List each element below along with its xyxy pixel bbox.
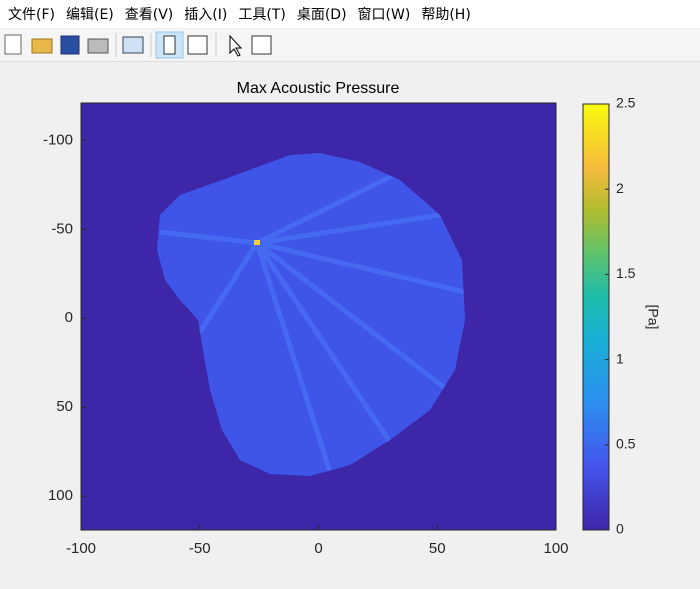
print-button[interactable] xyxy=(87,38,109,54)
menu-item[interactable]: 文件(F) xyxy=(8,7,55,23)
colorbar-tick-label: 0 xyxy=(616,521,624,537)
menu-item[interactable]: 查看(V) xyxy=(124,7,174,23)
toolbar xyxy=(0,29,700,62)
x-tick-label: 100 xyxy=(543,540,568,557)
pressure-field xyxy=(157,153,465,476)
y-tick-label: 0 xyxy=(65,309,73,326)
chart-title: Max Acoustic Pressure xyxy=(237,80,400,97)
menu-item[interactable]: 编辑(E) xyxy=(65,7,114,23)
colorbar xyxy=(582,103,610,531)
y-tick-label: 50 xyxy=(56,398,73,415)
menu-item[interactable]: 插入(I) xyxy=(184,7,228,23)
legend-button[interactable] xyxy=(187,35,208,55)
colorbar-tick-label: 1 xyxy=(616,350,624,366)
colorbar-tick-label: 0.5 xyxy=(616,436,636,452)
menu-bar: 文件(F) 编辑(E) 查看(V) 插入(I) 工具(T) 桌面(D) 窗口(W) 帮助(H) xyxy=(0,0,700,28)
save-button[interactable] xyxy=(60,35,80,55)
chart: Max Acoustic Pressure [Pa] -100 -50 0 50 100… xyxy=(43,80,661,557)
x-tick-label: 50 xyxy=(429,540,446,557)
edit-button[interactable] xyxy=(229,34,243,57)
colorbar-tick-label: 2.5 xyxy=(616,95,636,111)
menu-item[interactable]: 工具(T) xyxy=(238,7,286,23)
menu-item[interactable]: 桌面(D) xyxy=(296,7,347,23)
x-tick-label: -100 xyxy=(66,540,96,557)
colorbar-label: [Pa] xyxy=(645,305,661,330)
x-tick-label: -50 xyxy=(189,540,211,557)
colorbar-tick-label: 2 xyxy=(616,180,624,196)
menu-item[interactable]: 窗口(W) xyxy=(357,7,411,23)
y-tick-label: 100 xyxy=(48,487,73,504)
menu-item[interactable]: 帮助(H) xyxy=(421,7,471,23)
new-button[interactable] xyxy=(4,34,22,55)
property-button[interactable] xyxy=(251,35,272,55)
hot-spot xyxy=(254,240,260,245)
y-tick-label: -100 xyxy=(43,131,73,148)
colorbar-tick-label: 1.5 xyxy=(616,265,636,281)
link-button[interactable] xyxy=(122,36,144,54)
open-button[interactable] xyxy=(31,38,53,54)
field-streaks xyxy=(159,169,465,473)
y-tick-label: -50 xyxy=(51,220,73,237)
x-tick-label: 0 xyxy=(314,540,322,557)
